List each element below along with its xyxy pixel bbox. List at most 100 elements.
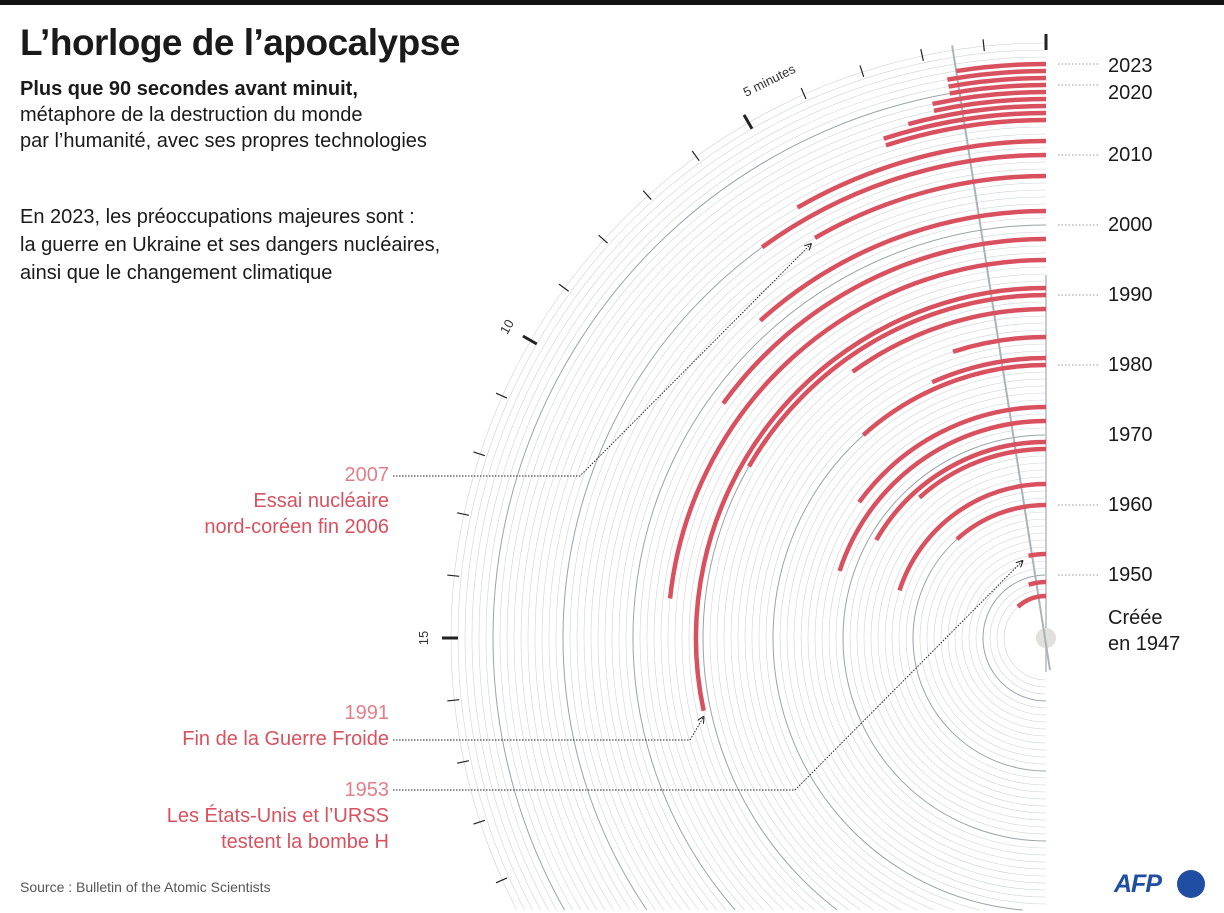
ring-1950: [982, 574, 1047, 702]
minute-tick: [457, 760, 470, 764]
annotation-text: testent la bombe H: [221, 831, 389, 853]
annotation-text: Les États-Unis et l’URSS: [166, 805, 389, 827]
ring-1949: [989, 581, 1047, 695]
ring-1977: [793, 385, 1047, 891]
arc-2022: [946, 68, 1047, 82]
ring-1999: [639, 231, 1047, 911]
ring-1971: [835, 427, 1047, 849]
minute-tick: [742, 114, 754, 130]
ring-2018: [506, 98, 1047, 911]
ring-1985: [737, 329, 1047, 911]
ring-1992: [688, 280, 1047, 911]
ring-2005: [597, 189, 1047, 911]
ring-1983: [751, 343, 1047, 911]
ring-1967: [863, 455, 1047, 821]
year-label: 2020: [1108, 82, 1153, 104]
ring-1979: [779, 371, 1047, 905]
minute-label-15: 15: [416, 631, 431, 645]
clock-hand: [951, 45, 1051, 671]
ring-1973: [821, 413, 1047, 863]
ring-1958: [926, 518, 1047, 758]
ring-1959: [919, 511, 1047, 765]
ring-2006: [590, 182, 1047, 911]
created-line: en 1947: [1108, 633, 1181, 655]
year-label: 1950: [1108, 564, 1153, 586]
ring-2007: [583, 175, 1047, 911]
annotation-1953: 1953 Les États-Unis et l’URSS testent la…: [167, 777, 389, 855]
afp-logo: AFP: [1114, 870, 1162, 898]
arc-2010: [760, 152, 1047, 250]
minute-tick: [859, 65, 865, 78]
afp-logo-dot: [1177, 870, 1205, 898]
leader-1991: [393, 717, 704, 741]
ring-2019: [499, 91, 1047, 911]
ring-1953: [961, 553, 1047, 723]
arc-1969: [874, 439, 1047, 542]
ring-2011: [555, 147, 1047, 911]
annotation-text: Essai nucléaire: [253, 490, 389, 512]
arc-1981: [931, 355, 1047, 385]
ring-1975: [807, 399, 1047, 877]
year-label: 1970: [1108, 424, 1153, 446]
arc-2016: [883, 110, 1047, 141]
ring-1993: [681, 273, 1047, 911]
ring-2014: [534, 126, 1047, 911]
ring-1997: [653, 245, 1047, 911]
ring-1954: [954, 546, 1047, 730]
ring-2023: [471, 63, 1047, 911]
arc-1980: [861, 362, 1047, 437]
annotation-year: 1953: [344, 779, 390, 801]
arc-1960: [955, 502, 1047, 541]
ring-1957: [933, 525, 1047, 751]
ring-1996: [660, 252, 1047, 911]
ring-1952: [968, 560, 1047, 716]
arc-1984: [952, 334, 1047, 354]
arc-1995: [667, 257, 1047, 599]
year-label: 1990: [1108, 284, 1153, 306]
arc-1949: [1028, 579, 1047, 587]
arc-2015: [885, 117, 1047, 148]
ring-2025: [457, 49, 1047, 911]
minute-label-10: 10: [497, 317, 517, 337]
minute-tick: [522, 334, 538, 346]
minute-tick: [447, 574, 460, 577]
ring-2009: [569, 161, 1047, 911]
arc-1990: [747, 292, 1047, 468]
created-label: Créée en 1947: [1108, 605, 1180, 657]
ring-2017: [513, 105, 1047, 911]
ring-1970: [842, 434, 1047, 842]
arc-1988: [851, 306, 1047, 374]
arc-2023: [955, 61, 1047, 74]
arc-2017: [907, 103, 1047, 127]
ring-2020: [492, 84, 1047, 911]
ring-1962: [898, 490, 1047, 786]
ring-1981: [765, 357, 1047, 911]
clock-center: [1036, 628, 1056, 648]
concerns-text: En 2023, les préoccupations majeures son…: [20, 203, 440, 287]
top-border: [0, 0, 1224, 5]
ring-2016: [520, 112, 1047, 911]
ring-2008: [576, 168, 1047, 911]
arc-2021: [948, 75, 1047, 89]
ring-1989: [709, 301, 1047, 911]
concerns-line: En 2023, les préoccupations majeures son…: [20, 206, 415, 228]
minute-tick: [800, 87, 807, 100]
concerns-line: la guerre en Ukraine et ses dangers nucl…: [20, 234, 441, 256]
minute-tick: [920, 49, 924, 62]
ring-1982: [758, 350, 1047, 911]
ring-1951: [975, 567, 1047, 709]
leader-1953: [393, 561, 1023, 791]
year-label: 2010: [1108, 144, 1153, 166]
ring-1986: [730, 322, 1047, 911]
arc-2018: [933, 96, 1047, 113]
ring-1994: [674, 266, 1047, 911]
arc-2012: [796, 138, 1047, 210]
minute-tick: [558, 283, 570, 292]
ring-2003: [611, 203, 1047, 911]
arc-1998: [721, 236, 1047, 405]
year-label: 2023: [1108, 55, 1153, 77]
minute-tick: [598, 234, 608, 244]
ring-1976: [800, 392, 1047, 884]
minute-label-5: 5 minutes: [741, 61, 799, 100]
